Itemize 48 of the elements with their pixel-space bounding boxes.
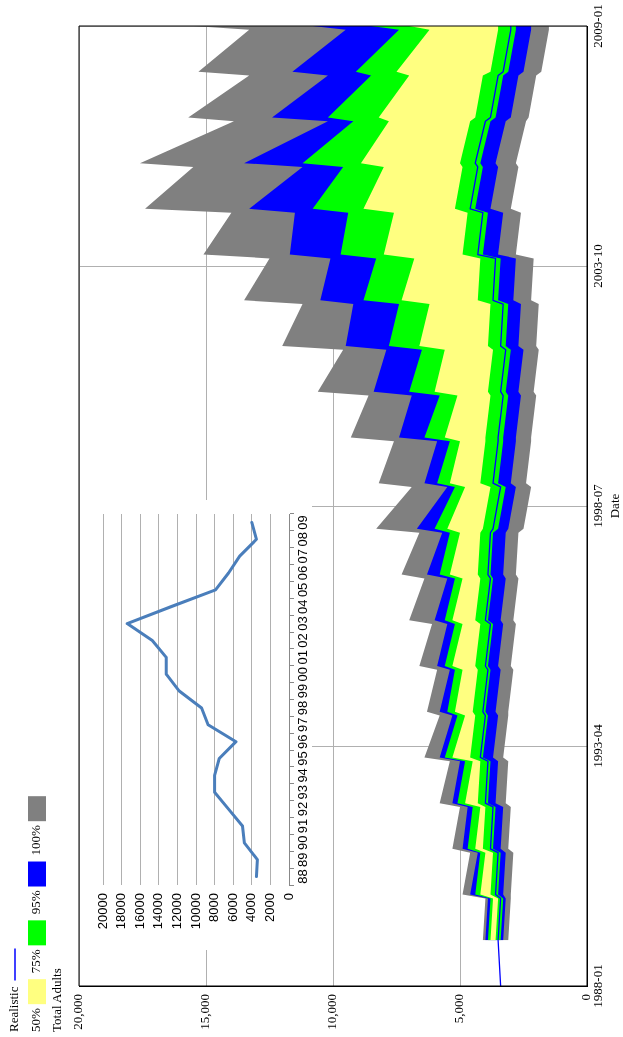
y-tick-label: 03 <box>294 616 310 631</box>
y-tick-label: 09 <box>294 515 310 530</box>
text: Realistic <box>6 986 22 1032</box>
y-tick-label: 92 <box>294 801 310 817</box>
x-tick-label: 5,000 <box>451 994 467 1024</box>
y-tick-label: 95 <box>294 751 310 766</box>
y-tick-label: 08 <box>294 532 310 547</box>
x-tick-label: 18000 <box>113 893 129 930</box>
x-tick-label: 4000 <box>243 893 259 922</box>
x-tick-label: 20,000 <box>70 994 86 1030</box>
legend-label: 50% <box>28 1008 44 1032</box>
y-tick-label: 93 <box>294 785 310 800</box>
legend-title: Total Adults <box>49 968 65 1032</box>
y-axis-title: Date <box>607 493 623 519</box>
y-tick-label: 90 <box>294 835 310 851</box>
y-tick-label: 98 <box>294 700 310 716</box>
y-tick-label: 1998-07 <box>590 483 606 528</box>
y-tick-label: 00 <box>294 666 310 682</box>
y-tick-label: 2003-10 <box>590 244 606 288</box>
y-tick-label: 97 <box>294 717 310 733</box>
x-tick-label: 14000 <box>150 893 166 930</box>
y-tick-label: 94 <box>294 768 310 783</box>
y-tick-label: 05 <box>294 582 310 598</box>
y-tick-label: 2009-01 <box>590 4 606 48</box>
y-tick-label: 89 <box>294 852 310 867</box>
y-tick-label: 96 <box>294 734 310 749</box>
x-tick-label: 10,000 <box>324 994 340 1030</box>
x-tick-label: 0 <box>280 893 296 901</box>
y-tick-label: 91 <box>294 818 310 834</box>
y-tick-label: 06 <box>294 565 310 581</box>
legend-label: 75% <box>28 949 44 974</box>
y-tick-label: 1993-04 <box>590 723 606 768</box>
x-tick-label: 8000 <box>206 893 222 922</box>
x-tick-label: 16000 <box>131 893 147 930</box>
y-tick-label: 99 <box>294 683 310 699</box>
x-tick-label: 15,000 <box>197 994 213 1030</box>
y-tick-label: 01 <box>294 650 310 665</box>
y-tick-label: 07 <box>294 548 310 564</box>
y-tick-label: 04 <box>294 599 310 614</box>
x-tick-label: 20000 <box>94 893 110 930</box>
x-tick-label: 2000 <box>261 893 277 922</box>
x-tick-label: 10000 <box>187 893 203 930</box>
legend-label: 95% <box>28 890 44 915</box>
x-tick-label: 12000 <box>168 893 184 930</box>
legend-label: 100% <box>28 825 44 856</box>
y-tick-label: 02 <box>294 633 310 648</box>
y-tick-label: 88 <box>294 869 310 884</box>
x-tick-label: 6000 <box>224 893 240 922</box>
